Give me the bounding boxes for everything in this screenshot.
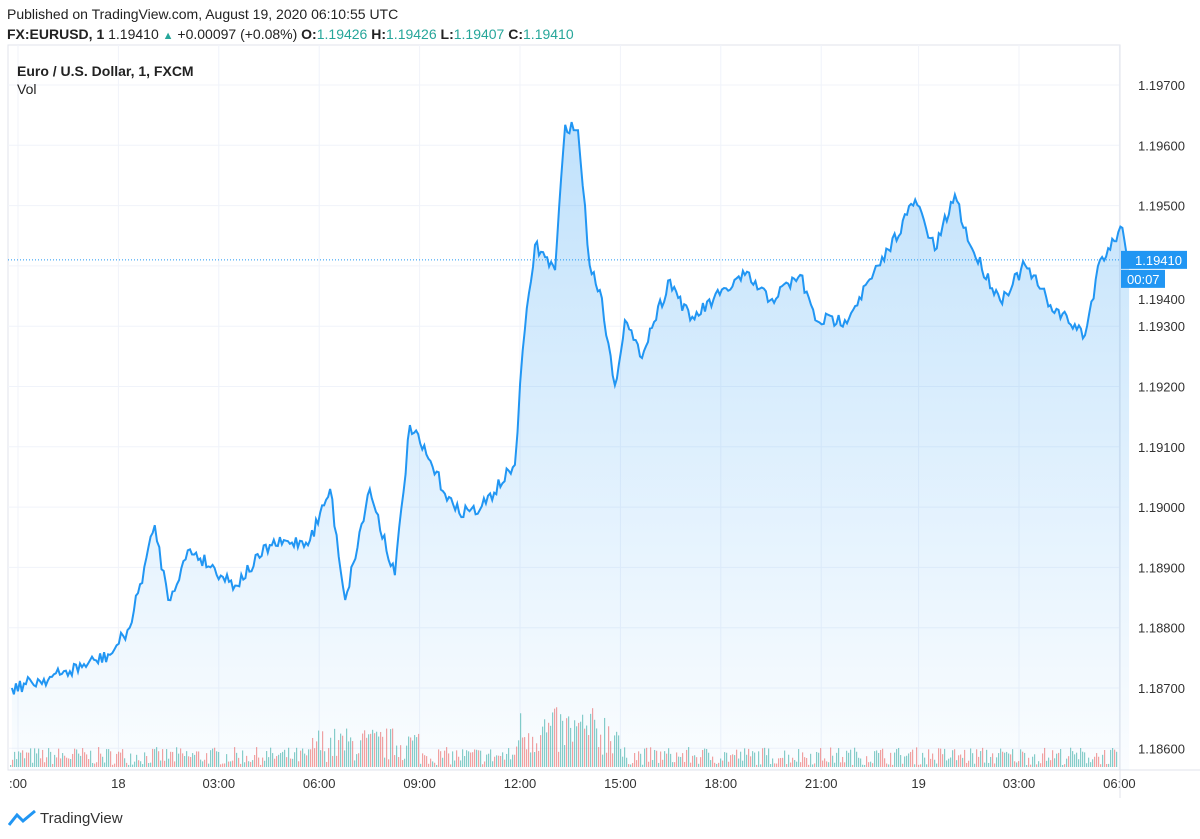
x-tick-label: :00 <box>9 776 27 791</box>
x-tick-label: 12:00 <box>504 776 537 791</box>
x-tick-label: 19 <box>911 776 925 791</box>
open-label: O: <box>301 26 317 42</box>
y-tick-label: 1.18700 <box>1138 681 1185 696</box>
y-tick-label: 1.18600 <box>1138 741 1185 756</box>
series-title: Euro / U.S. Dollar, 1, FXCM <box>17 63 194 79</box>
low-label: L: <box>440 26 454 42</box>
symbol-info: FX:EURUSD, 1 1.19410 ▲ +0.00097 (+0.08%)… <box>7 26 574 42</box>
x-tick-label: 06:00 <box>1103 776 1136 791</box>
x-tick-label: 03:00 <box>203 776 236 791</box>
low-value: 1.19407 <box>453 26 505 42</box>
x-tick-label: 18:00 <box>705 776 738 791</box>
up-arrow-icon: ▲ <box>162 30 174 42</box>
x-tick-label: 21:00 <box>805 776 838 791</box>
y-tick-label: 1.19000 <box>1138 500 1185 515</box>
last-price-badge <box>1121 250 1187 269</box>
y-tick-label: 1.19500 <box>1138 199 1185 214</box>
y-tick-label: 1.19100 <box>1138 440 1185 455</box>
last-price: 1.19410 <box>108 26 159 42</box>
last-price-label: 1.19410 <box>1135 253 1182 268</box>
close-value: 1.19410 <box>523 26 574 42</box>
close-label: C: <box>508 26 524 42</box>
tradingview-logo[interactable]: TradingView <box>8 809 123 827</box>
y-tick-label: 1.19700 <box>1138 78 1185 93</box>
y-tick-label: 1.18800 <box>1138 621 1185 636</box>
price-area-fill <box>11 122 1130 771</box>
x-tick-label: 15:00 <box>604 776 637 791</box>
published-note: Published on TradingView.com, August 19,… <box>7 6 399 22</box>
x-tick-label: 18 <box>111 776 125 791</box>
tradingview-logo-icon <box>8 809 36 826</box>
countdown-label: 00:07 <box>1127 272 1160 287</box>
open-value: 1.19426 <box>316 26 368 42</box>
y-tick-label: 1.19600 <box>1138 138 1185 153</box>
brand-name: TradingView <box>40 809 123 827</box>
high-label: H: <box>371 26 387 42</box>
y-tick-label: 1.18900 <box>1138 560 1185 575</box>
price-line <box>10 121 1130 695</box>
symbol: FX:EURUSD, 1 <box>7 26 105 42</box>
y-tick-label: 1.19300 <box>1138 319 1185 334</box>
volume-label: Vol <box>17 81 37 97</box>
chart-legend: Euro / U.S. Dollar, 1, FXCM Vol <box>17 62 194 98</box>
high-value: 1.19426 <box>386 26 437 42</box>
countdown-badge <box>1121 269 1165 288</box>
x-tick-label: 03:00 <box>1003 776 1036 791</box>
x-tick-label: 09:00 <box>403 776 436 791</box>
y-tick-label: 1.19200 <box>1138 380 1185 395</box>
price-change: +0.00097 (+0.08%) <box>177 26 298 42</box>
volume-bar <box>10 764 12 767</box>
x-tick-label: 06:00 <box>303 776 336 791</box>
y-tick-label: 1.19400 <box>1138 292 1185 307</box>
